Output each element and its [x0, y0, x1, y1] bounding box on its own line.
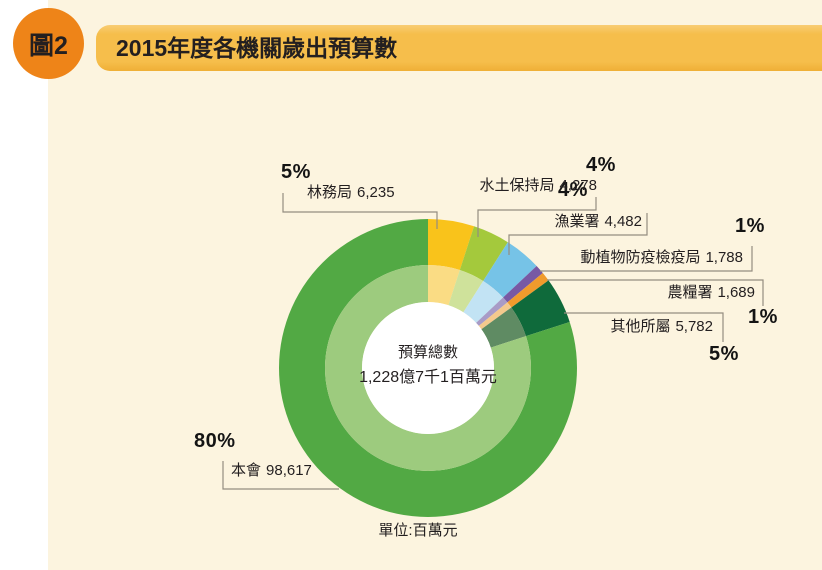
percent-label-soil-water-conservation: 4%	[586, 154, 616, 176]
callout-label: 其他所屬	[610, 318, 671, 335]
total-caption: 預算總數	[397, 344, 458, 361]
chart-center-total: 預算總數 1,228億7千1百萬元	[308, 340, 548, 390]
callout-council-main: 本會 98,617	[231, 462, 312, 480]
callout-value: 1,788	[705, 249, 743, 266]
leader-line-council-main	[222, 461, 339, 490]
callout-forestry-bureau: 林務局 6,235	[307, 184, 395, 202]
donut-outer-segment-0	[428, 219, 475, 271]
leader-line-soil-water-conservation	[477, 197, 597, 237]
donut-outer-segment-1	[459, 226, 508, 282]
title-banner	[96, 25, 822, 71]
leader-lines	[222, 193, 764, 490]
percent-label-fisheries-agency: 4%	[558, 179, 588, 201]
page-title: 2015年度各機關歲出預算數	[116, 35, 398, 61]
percent-label-council-main: 80%	[194, 430, 236, 452]
percent-label-agriculture-food-agency: 1%	[748, 306, 778, 328]
leader-line-agriculture-food-agency	[547, 279, 764, 306]
callout-value: 5,782	[675, 318, 713, 335]
callout-value: 98,617	[266, 462, 312, 479]
percent-label-forestry-bureau: 5%	[281, 161, 311, 183]
callout-value: 4,278	[559, 177, 597, 194]
donut-outer-segment-4	[507, 273, 549, 308]
callout-value: 6,235	[357, 184, 395, 201]
percent-label-quarantine-bureau: 1%	[735, 215, 765, 237]
donut-outer-segment-6	[279, 219, 578, 517]
donut-inner-segment-3	[476, 297, 508, 326]
leader-line-fisheries-agency	[508, 213, 648, 255]
callout-other-subordinates: 其他所屬 5,782	[610, 318, 713, 336]
callout-fisheries-agency: 漁業署 4,482	[554, 213, 642, 231]
callout-value: 1,689	[717, 284, 755, 301]
callout-quarantine-bureau: 動植物防疫檢疫局 1,788	[580, 249, 743, 267]
callout-label: 水土保持局	[479, 177, 555, 194]
percent-label-other-subordinates: 5%	[709, 343, 739, 365]
donut-inner-segment-6	[325, 265, 532, 471]
callout-label: 本會	[231, 462, 262, 479]
figure-badge: 圖2	[13, 8, 84, 79]
donut-inner-segment-5	[481, 307, 526, 348]
donut-outer-segment-3	[503, 266, 543, 303]
donut-inner-segment-2	[463, 281, 504, 323]
callout-label: 農糧署	[667, 284, 713, 301]
donut-inner-segment-0	[428, 265, 460, 306]
donut-inner-segment-4	[478, 302, 512, 330]
callout-agriculture-food-agency: 農糧署 1,689	[667, 284, 755, 302]
callout-label: 林務局	[307, 184, 353, 201]
leader-line-other-subordinates	[564, 312, 724, 342]
donut-segments	[279, 219, 578, 517]
donut-inner-segment-1	[448, 270, 484, 313]
unit-note: 單位:百萬元	[378, 522, 458, 539]
leader-line-forestry-bureau	[282, 193, 438, 229]
callout-label: 漁業署	[554, 213, 600, 230]
donut-hole	[362, 302, 494, 434]
callout-soil-water-conservation: 水土保持局 4,278	[479, 177, 597, 195]
donut-outer-segment-2	[483, 242, 537, 298]
donut-outer-segment-5	[511, 280, 570, 337]
callout-value: 4,482	[604, 213, 642, 230]
leader-line-quarantine-bureau	[540, 246, 753, 272]
total-amount: 1,228億7千1百萬元	[359, 369, 497, 386]
callout-label: 動植物防疫檢疫局	[580, 249, 701, 266]
figure-badge-label: 圖2	[29, 31, 68, 60]
